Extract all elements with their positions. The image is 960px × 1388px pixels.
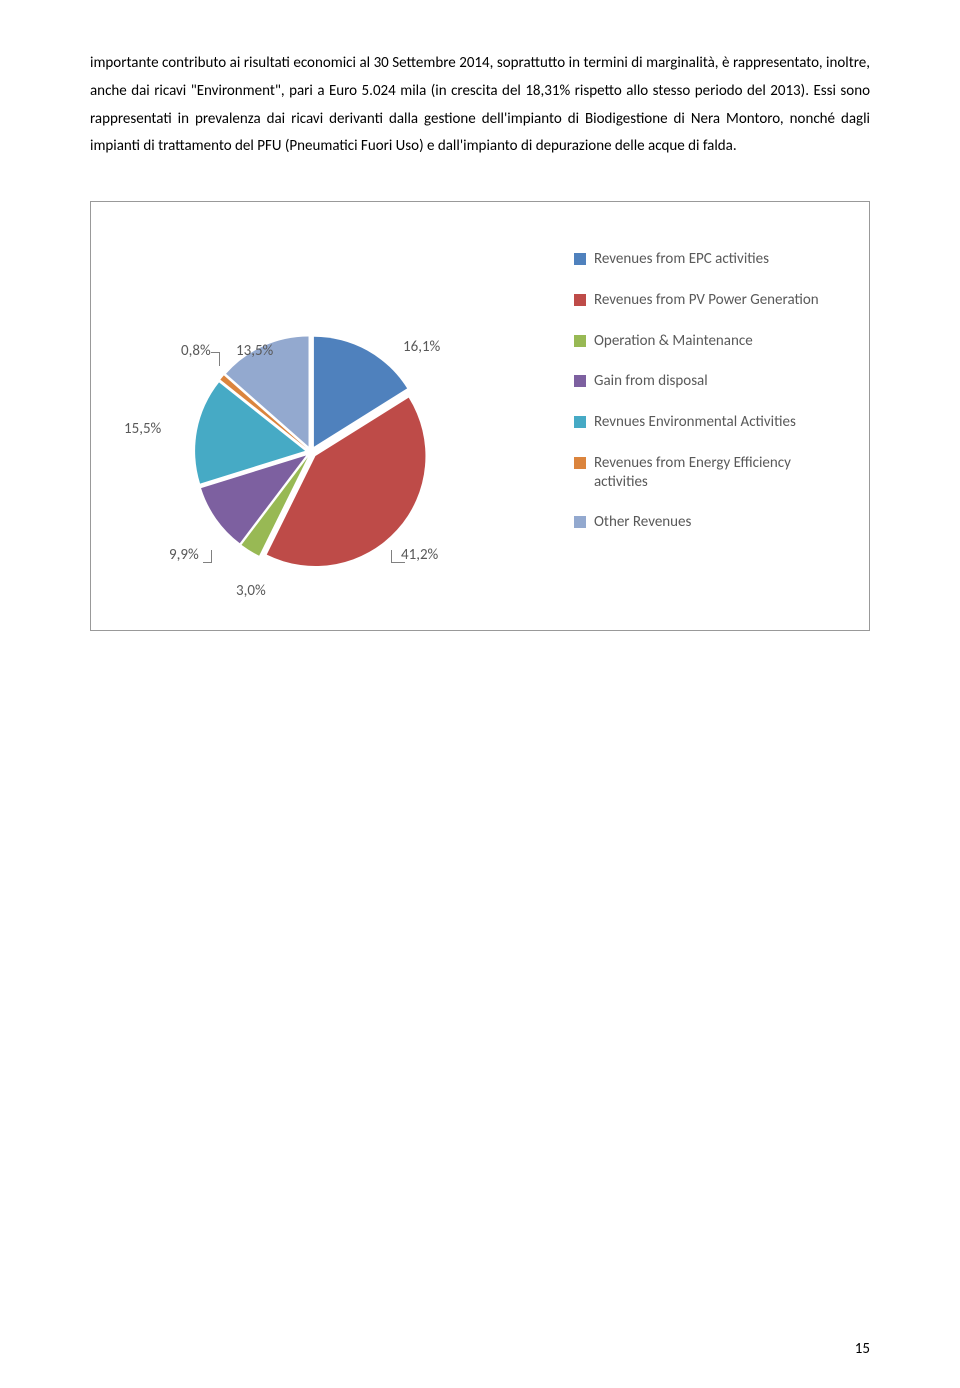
body-paragraph: importante contributo ai risultati econo…	[90, 50, 870, 161]
pie-label-ee: 0,8%	[181, 342, 211, 360]
pie-label-epc: 16,1%	[403, 338, 440, 356]
chart-legend: Revenues from EPC activities Revenues fro…	[574, 250, 839, 554]
legend-item: Other Revenues	[574, 513, 839, 532]
legend-swatch	[574, 457, 586, 469]
pie-label-other: 13,5%	[236, 342, 273, 360]
legend-item: Revenues from PV Power Generation	[574, 291, 839, 310]
legend-swatch	[574, 335, 586, 347]
pie-svg	[181, 322, 441, 582]
legend-item: Revenues from EPC activities	[574, 250, 839, 269]
pie-label-gain: 9,9%	[169, 546, 199, 564]
legend-label: Revenues from EPC activities	[594, 250, 769, 269]
legend-label: Revenues from PV Power Generation	[594, 291, 819, 310]
pie-label-om: 3,0%	[236, 582, 266, 600]
page-number: 15	[855, 1340, 870, 1358]
legend-swatch	[574, 294, 586, 306]
pie-label-pv: 41,2%	[401, 546, 438, 564]
revenue-pie-chart: Revenues from EPC activities Revenues fro…	[90, 201, 870, 631]
legend-swatch	[574, 375, 586, 387]
legend-swatch	[574, 416, 586, 428]
leader-line	[211, 550, 212, 562]
legend-item: Gain from disposal	[574, 372, 839, 391]
legend-item: Operation & Maintenance	[574, 332, 839, 351]
pie-container	[181, 322, 441, 582]
legend-swatch	[574, 516, 586, 528]
legend-label: Other Revenues	[594, 513, 691, 532]
leader-line	[203, 562, 212, 563]
legend-label: Revenues from Energy Efficiency activiti…	[594, 454, 839, 492]
legend-label: Operation & Maintenance	[594, 332, 753, 351]
leader-line	[391, 550, 392, 562]
legend-label: Gain from disposal	[594, 372, 708, 391]
leader-line	[219, 352, 220, 366]
leader-line	[211, 352, 220, 353]
legend-label: Revnues Environmental Activities	[594, 413, 796, 432]
legend-item: Revenues from Energy Efficiency activiti…	[574, 454, 839, 492]
legend-item: Revnues Environmental Activities	[574, 413, 839, 432]
legend-swatch	[574, 253, 586, 265]
leader-line	[391, 562, 405, 563]
pie-label-env: 15,5%	[124, 420, 161, 438]
